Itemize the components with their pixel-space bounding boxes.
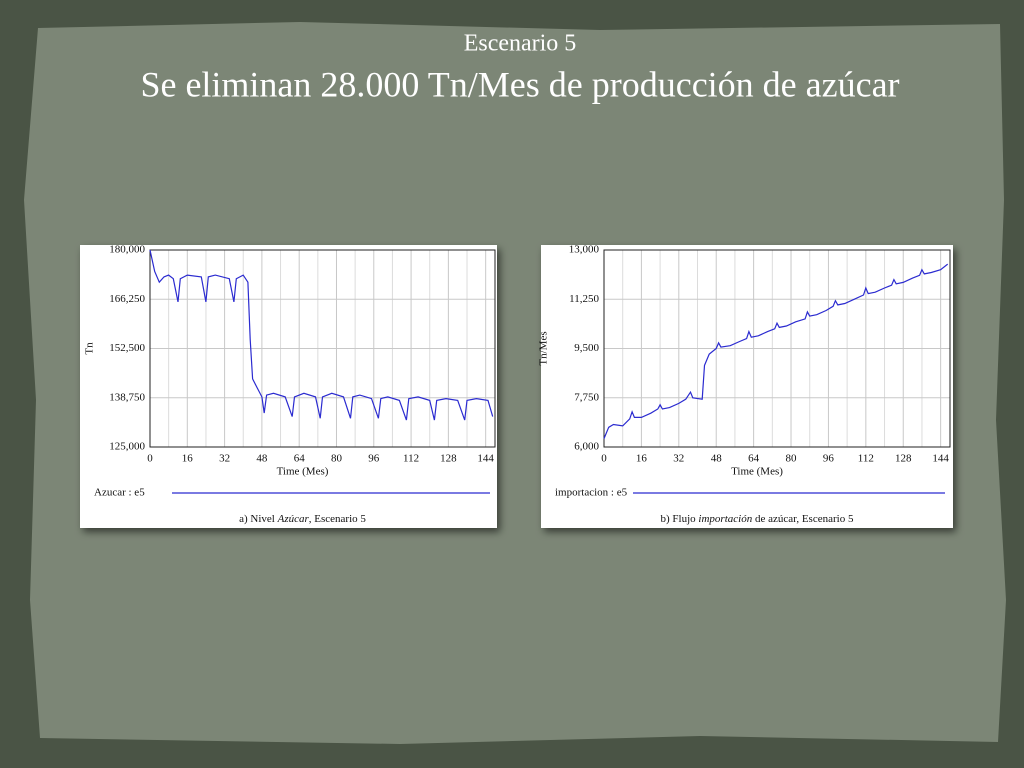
x-axis-label: Time (Mes) bbox=[277, 466, 329, 478]
slide-title: Se eliminan 28.000 Tn/Mes de producción … bbox=[140, 64, 899, 104]
x-tick-label: 80 bbox=[786, 453, 798, 465]
x-tick-label: 128 bbox=[895, 453, 912, 465]
paper bbox=[24, 22, 1006, 744]
y-tick-label: 13,000 bbox=[569, 244, 600, 256]
x-axis-label: Time (Mes) bbox=[731, 466, 783, 478]
caption-part: , Escenario 5 bbox=[309, 513, 367, 525]
y-tick-label: 152,500 bbox=[109, 342, 145, 354]
x-tick-label: 112 bbox=[403, 453, 419, 465]
x-tick-label: 64 bbox=[294, 453, 306, 465]
caption-part: importación bbox=[698, 513, 752, 525]
x-tick-label: 96 bbox=[823, 453, 835, 465]
y-axis-label: Tn/Mes bbox=[538, 331, 550, 365]
caption-part: de azúcar, Escenario 5 bbox=[752, 513, 854, 525]
plot-frame bbox=[603, 249, 951, 448]
series-line bbox=[603, 263, 949, 439]
y-tick-label: 9,500 bbox=[574, 342, 599, 354]
x-tick-label: 80 bbox=[331, 453, 343, 465]
y-tick-label: 138,750 bbox=[109, 391, 145, 403]
x-tick-label: 32 bbox=[219, 453, 230, 465]
x-tick-label: 144 bbox=[932, 453, 949, 465]
x-tick-label: 16 bbox=[636, 453, 648, 465]
series-line bbox=[149, 249, 494, 421]
plot-frame bbox=[149, 249, 496, 448]
caption-part: a) Nivel bbox=[239, 513, 277, 525]
chart-panel: 0 16 32 48 64 80 96 112 128 144 125,000 138,750 152,… bbox=[80, 244, 497, 528]
caption: a) Nivel Azúcar, Escenario 5 bbox=[239, 513, 366, 525]
y-tick-label: 125,000 bbox=[109, 441, 145, 453]
caption-part: b) Flujo bbox=[661, 513, 699, 525]
y-tick-label: 180,000 bbox=[109, 244, 145, 256]
y-tick-label: 11,250 bbox=[569, 293, 599, 305]
x-tick-label: 32 bbox=[673, 453, 684, 465]
x-tick-label: 128 bbox=[440, 453, 457, 465]
y-axis-label: Tn bbox=[84, 342, 96, 355]
x-tick-label: 144 bbox=[477, 453, 494, 465]
caption: b) Flujo importación de azúcar, Escenari… bbox=[661, 513, 854, 525]
chart-panel: 0 16 32 48 64 80 96 112 128 144 6,000 7,750 9,500 11,… bbox=[538, 244, 953, 528]
x-tick-label: 96 bbox=[368, 453, 380, 465]
legend-label: Azucar : e5 bbox=[94, 487, 145, 499]
legend-label: importacion : e5 bbox=[555, 487, 628, 499]
x-tick-label: 16 bbox=[182, 453, 194, 465]
x-tick-label: 0 bbox=[601, 453, 607, 465]
y-tick-label: 7,750 bbox=[574, 391, 599, 403]
x-tick-label: 112 bbox=[858, 453, 874, 465]
slide-subtitle: Escenario 5 bbox=[464, 31, 577, 57]
x-tick-label: 48 bbox=[256, 453, 268, 465]
x-tick-label: 64 bbox=[748, 453, 760, 465]
x-tick-label: 0 bbox=[147, 453, 153, 465]
caption-part: Azúcar bbox=[277, 513, 310, 525]
y-tick-label: 6,000 bbox=[574, 441, 599, 453]
x-tick-label: 48 bbox=[711, 453, 723, 465]
y-tick-label: 166,250 bbox=[109, 293, 145, 305]
